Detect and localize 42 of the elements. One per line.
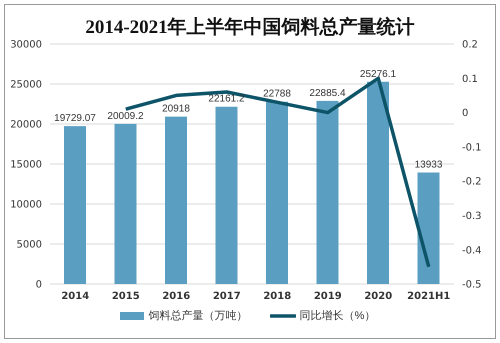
data-label: 22885.4 <box>309 88 346 99</box>
y2-tick-label: -0.5 <box>462 280 482 291</box>
x-tick-label: 2016 <box>162 291 190 302</box>
y-tick-label: 5000 <box>16 240 42 251</box>
y-tick-label: 25000 <box>10 80 42 91</box>
data-label: 22788 <box>263 88 292 100</box>
x-tick-label: 2021H1 <box>407 291 450 302</box>
y2-tick-label: -0.2 <box>462 176 482 188</box>
chart-title: 2014-2021年上半年中国饲料总产量统计 <box>84 16 416 40</box>
data-label: 13933 <box>414 160 443 171</box>
y2-tick-label: 0 <box>462 108 468 120</box>
y2-tick-label: 0.1 <box>462 74 478 85</box>
bar <box>165 116 187 284</box>
x-tick-label: 2020 <box>364 291 392 302</box>
bar <box>367 82 389 284</box>
y-tick-label: 20000 <box>10 120 42 131</box>
legend-label: 同比增长（%） <box>300 309 376 323</box>
x-tick-label: 2014 <box>61 291 90 302</box>
data-label: 22161.2 <box>208 94 246 105</box>
x-tick-label: 2019 <box>314 291 342 302</box>
x-tick-label: 2018 <box>263 291 292 302</box>
legend-label: 饲料总产量（万吨） <box>148 308 248 323</box>
y2-tick-label: -0.3 <box>462 210 482 222</box>
y2-tick-label: -0.1 <box>462 142 482 154</box>
bar <box>316 100 338 284</box>
bar <box>418 172 440 284</box>
bar <box>64 126 86 284</box>
bar <box>114 124 136 284</box>
data-label: 19729.07 <box>54 113 96 124</box>
x-tick-label: 2015 <box>112 291 140 302</box>
bar <box>266 102 288 284</box>
y-tick-label: 30000 <box>10 40 42 51</box>
data-label: 20009.2 <box>107 110 144 122</box>
bar <box>216 106 238 284</box>
x-tick-label: 2017 <box>212 291 241 302</box>
y2-tick-label: -0.4 <box>462 245 482 256</box>
y-tick-label: 10000 <box>10 200 42 211</box>
data-label: 20918 <box>162 104 190 115</box>
y-tick-label: 15000 <box>10 160 42 171</box>
data-label: 25276.1 <box>360 68 397 80</box>
y-tick-label: 0 <box>36 280 42 291</box>
y2-tick-label: 0.2 <box>462 40 478 51</box>
